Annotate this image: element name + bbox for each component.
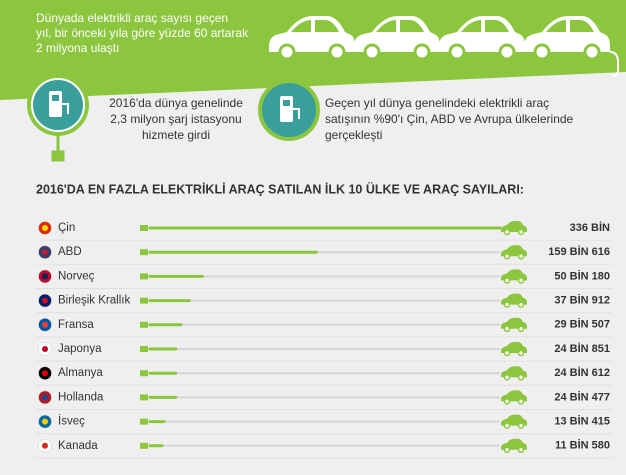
country-label: Çin	[58, 222, 75, 234]
plug	[140, 418, 148, 425]
fact-text: hizmete girdi	[142, 128, 210, 142]
flag	[42, 297, 48, 304]
value-label: 13 BİN 415	[554, 415, 610, 428]
fact-text: satışının %90'ı Çin, ABD ve Avrupa ülkel…	[325, 112, 574, 126]
plug	[140, 249, 148, 256]
fact-text: 2,3 milyon şarj istasyonu	[110, 112, 241, 126]
flag	[42, 273, 48, 280]
header-text: yıl, bir önceki yıla göre yüzde 60 artar…	[36, 26, 249, 40]
flag	[42, 225, 48, 231]
country-label: Kanada	[58, 440, 98, 452]
flag	[42, 394, 48, 401]
plug	[140, 225, 148, 231]
value-label: 37 BİN 912	[554, 294, 610, 307]
plug	[140, 442, 148, 449]
value-label: 50 BİN 180	[554, 269, 610, 282]
plug	[140, 321, 148, 328]
country-label: Fransa	[58, 319, 94, 331]
country-label: Almanya	[58, 367, 103, 379]
value-label: 336 BİN	[570, 221, 610, 234]
country-label: Japonya	[58, 343, 102, 355]
fact-text: 2016'da dünya genelinde	[109, 96, 243, 110]
flag	[42, 321, 48, 328]
flag	[42, 442, 48, 449]
chart-title: 2016'DA EN FAZLA ELEKTRİKLİ ARAÇ SATILAN…	[36, 181, 524, 196]
fact-text: Geçen yıl dünya genelindeki elektrikli a…	[325, 96, 549, 110]
charger-icon	[258, 79, 320, 141]
charger-icon	[27, 74, 89, 162]
flag	[42, 370, 48, 377]
value-label: 24 BİN 477	[554, 390, 610, 403]
value-label: 24 BİN 612	[554, 366, 610, 379]
header-text: 2 milyona ulaştı	[36, 41, 119, 55]
plug	[140, 394, 148, 401]
plug	[140, 297, 148, 304]
cable	[609, 51, 619, 77]
country-label: Birleşik Krallık	[58, 295, 130, 307]
flag	[42, 249, 48, 256]
country-label: Norveç	[58, 270, 95, 282]
value-label: 29 BİN 507	[554, 318, 610, 331]
header-text: Dünyada elektrikli araç sayısı geçen	[36, 11, 228, 25]
fact-text: gerçekleşti	[325, 128, 382, 142]
plug	[140, 273, 148, 280]
country-label: İsveç	[58, 415, 85, 428]
flag	[42, 418, 48, 425]
value-label: 11 BİN 580	[555, 439, 610, 452]
country-label: Hollanda	[58, 391, 104, 403]
plug	[140, 346, 148, 352]
value-label: 24 BİN 851	[554, 342, 610, 355]
flag	[42, 346, 48, 352]
value-label: 159 BİN 616	[548, 245, 610, 258]
plug	[140, 370, 148, 377]
country-label: ABD	[58, 246, 82, 258]
